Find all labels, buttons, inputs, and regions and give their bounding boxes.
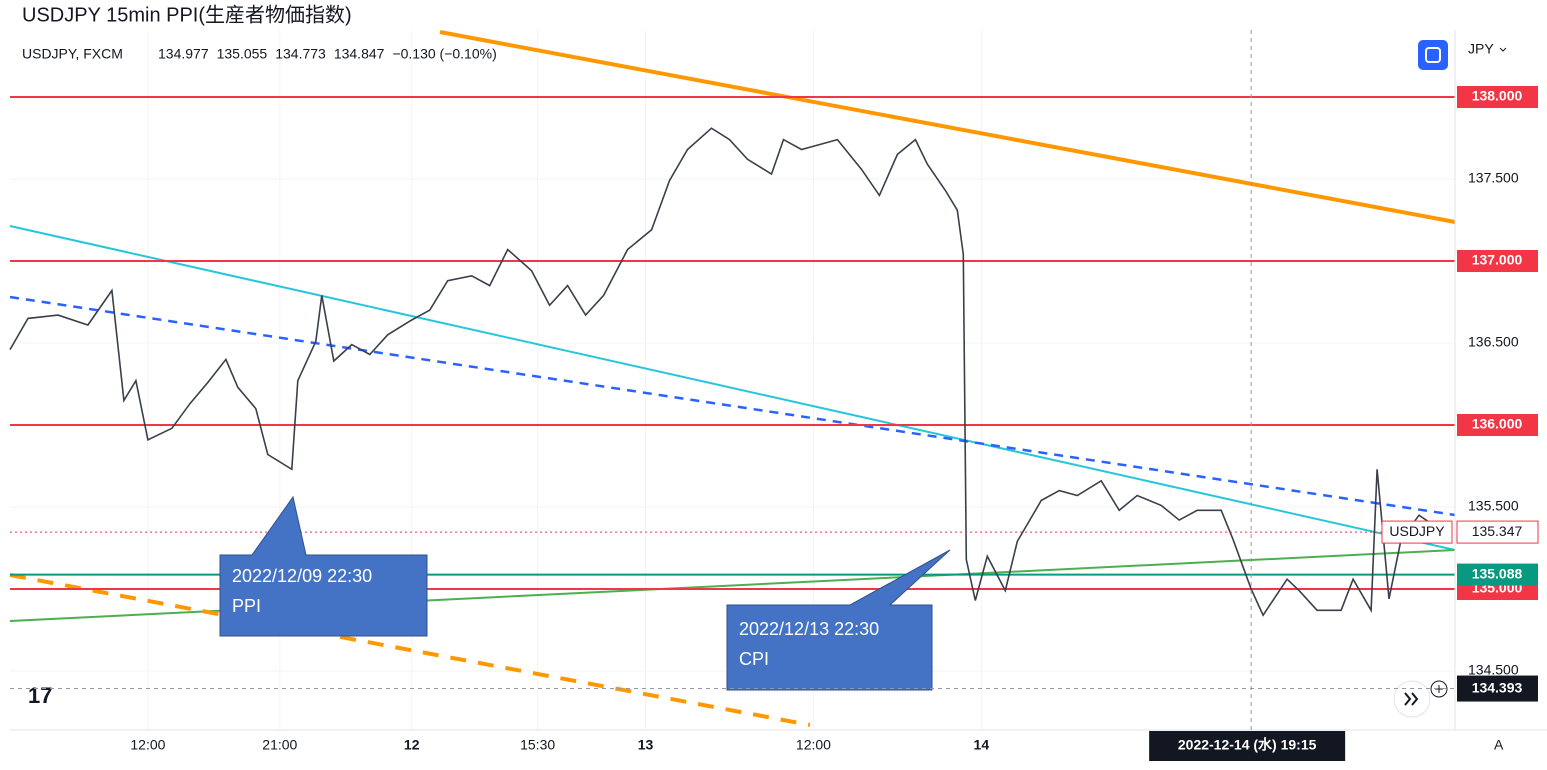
price-tag <box>1457 250 1538 272</box>
x-tick-label: 21:00 <box>262 737 297 753</box>
price-tag <box>1457 563 1538 586</box>
dropdown-icon[interactable] <box>1499 47 1507 52</box>
ohlc-value: 135.055 <box>217 46 268 62</box>
scroll-button[interactable] <box>1393 680 1431 718</box>
price-tag-label: 138.000 <box>1472 88 1523 104</box>
callout-date: 2022/12/09 22:30 <box>232 566 372 586</box>
scale-mode[interactable]: A <box>1494 737 1504 753</box>
crosshair-y-label: 134.393 <box>1472 679 1523 695</box>
plot: USDJPY 135.347 <box>9 127 1539 617</box>
price-tag <box>1457 86 1538 108</box>
ohlc-value: 134.847 <box>334 46 385 62</box>
y-tick-label: 136.500 <box>1468 334 1519 350</box>
price-line <box>9 127 1444 617</box>
crosshair-x-label: 2022-12-14 (水) 19:15 <box>1178 737 1317 753</box>
price-tag-label: 136.000 <box>1472 416 1523 432</box>
last-price-tag <box>1456 520 1539 544</box>
series-tag-label: USDJPY <box>1389 523 1445 539</box>
trend-line <box>9 225 1456 551</box>
price-tag <box>1457 414 1538 436</box>
x-tick-label: 12:00 <box>130 737 165 753</box>
crosshair-y-tag <box>1457 675 1538 702</box>
trend-line <box>439 30 1456 224</box>
callout <box>726 549 951 691</box>
last-price-label: 135.347 <box>1472 523 1523 539</box>
fullscreen-button[interactable] <box>1418 40 1448 70</box>
price-tag-label: 135.088 <box>1472 565 1523 581</box>
callout <box>219 495 428 637</box>
callout-date: 2022/12/13 22:30 <box>739 619 879 639</box>
ohlc-value: 134.977 <box>158 46 209 62</box>
x-tick-label: 12:00 <box>796 737 831 753</box>
change: −0.130 (−0.10%) <box>392 46 496 62</box>
trend-line <box>9 295 1456 517</box>
ohlc: 134.977 135.055 134.773 134.847 −0.130 (−0.1… <box>158 46 497 62</box>
trend-line <box>9 573 811 727</box>
callout-event: PPI <box>232 596 261 616</box>
x-tick-label: 14 <box>974 737 990 753</box>
series-tag <box>1381 520 1453 544</box>
ohlc-value: 134.773 <box>275 46 326 62</box>
crosshair-x-tag <box>1149 731 1346 761</box>
add-button[interactable] <box>1430 680 1448 698</box>
callout-event: CPI <box>739 649 769 669</box>
currency[interactable]: JPY <box>1468 41 1494 57</box>
y-tick-label: 137.500 <box>1468 170 1519 186</box>
x-tick-label: 12 <box>404 737 420 753</box>
chart-title: USDJPY 15min PPI(生産者物価指数) <box>22 3 352 26</box>
y-tick-label: 135.500 <box>1468 498 1519 514</box>
logo[interactable]: 17 <box>28 683 52 708</box>
y-tick-label: 134.500 <box>1468 662 1519 678</box>
fullscreen-icon <box>1425 47 1441 63</box>
x-tick-label: 13 <box>638 737 654 753</box>
x-tick-label: 15:30 <box>520 737 555 753</box>
scroll-icon <box>1404 692 1419 706</box>
symbol: USDJPY, FXCM <box>22 46 123 62</box>
price-tag-label: 137.000 <box>1472 252 1523 268</box>
